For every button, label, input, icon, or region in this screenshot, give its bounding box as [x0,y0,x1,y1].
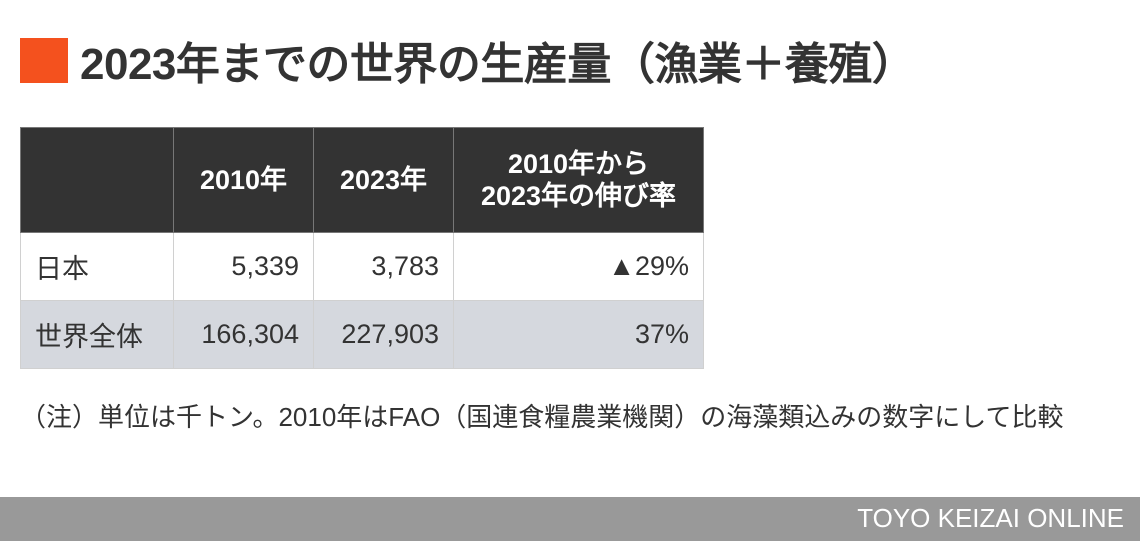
header-growth: 2010年から 2023年の伸び率 [453,127,704,233]
row-label: 日本 [20,232,174,301]
title-accent-square [20,37,68,83]
title-text: 2023年までの世界の生産量（漁業＋養殖） [80,40,916,89]
cell-2023: 3,783 [313,232,454,301]
header-2010: 2010年 [173,127,314,233]
header-growth-line1: 2010年から [507,148,650,179]
row-label: 世界全体 [20,300,174,369]
header-empty [20,127,174,233]
data-table: 2010年 2023年 2010年から 2023年の伸び率 日本 5,339 3,… [20,127,704,369]
table-row: 日本 5,339 3,783 ▲29% [20,232,704,301]
header-2023: 2023年 [313,127,454,233]
header-growth-line2: 2023年の伸び率 [480,181,677,211]
table-row: 世界全体 166,304 227,903 37% [20,300,704,369]
cell-growth: 37% [453,300,704,369]
footnote: （注）単位は千トン。2010年はFAO（国連食糧農業機関）の海藻類込みの数字にし… [20,402,1064,432]
footer-bar: TOYO KEIZAI ONLINE [0,497,1140,541]
cell-2023: 227,903 [313,300,454,369]
cell-2010: 5,339 [173,232,314,301]
header-row: 2010年 2023年 2010年から 2023年の伸び率 [20,127,704,233]
cell-growth: ▲29% [453,232,704,301]
chart-title: 2023年までの世界の生産量（漁業＋養殖） [20,30,916,90]
footer-credit: TOYO KEIZAI ONLINE [857,503,1124,533]
cell-2010: 166,304 [173,300,314,369]
